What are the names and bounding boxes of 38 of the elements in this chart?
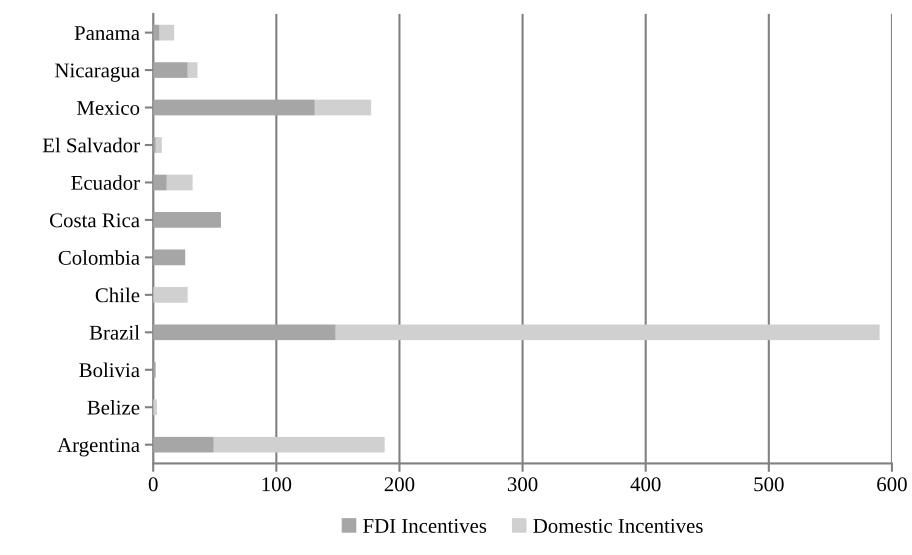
y-tick-label: Bolivia xyxy=(79,362,140,378)
bar xyxy=(335,324,880,340)
legend-label: FDI Incentives xyxy=(363,518,486,533)
bar xyxy=(214,436,385,453)
y-tick-label: Nicaragua xyxy=(55,63,140,82)
legend-label: Domestic Incentives xyxy=(533,518,703,533)
bar xyxy=(153,399,157,416)
bar xyxy=(153,436,214,453)
bar xyxy=(153,174,167,190)
y-tick-label: El Salvador xyxy=(42,138,140,152)
x-tick-label: 100 xyxy=(262,477,292,492)
y-tick-label: Chile xyxy=(96,288,140,302)
bar xyxy=(153,212,221,228)
y-tick-label: Colombia xyxy=(58,250,140,265)
y-tick-label: Belize xyxy=(87,400,140,415)
bar xyxy=(153,100,315,116)
bar xyxy=(166,174,193,190)
bar xyxy=(314,100,372,116)
bar xyxy=(153,62,188,78)
x-tick-label: 400 xyxy=(630,477,661,492)
y-tick-label: Mexico xyxy=(76,100,140,115)
bar xyxy=(153,286,188,303)
x-tick-label: 300 xyxy=(508,477,538,492)
y-tick-label: Argentina xyxy=(57,438,140,456)
bar xyxy=(156,137,162,153)
bar xyxy=(188,62,198,78)
bar xyxy=(153,250,186,266)
x-tick-label: 500 xyxy=(754,477,784,492)
bar xyxy=(153,324,336,340)
bar xyxy=(159,24,174,40)
x-tick-label: 0 xyxy=(148,477,158,492)
y-tick-label: Panama xyxy=(74,26,140,40)
x-tick-label: 600 xyxy=(877,477,907,492)
x-tick-label: 200 xyxy=(384,477,414,492)
bar xyxy=(153,24,160,40)
y-tick-label: Ecuador xyxy=(71,175,140,190)
y-tick-label: Brazil xyxy=(90,325,140,340)
y-tick-label: Costa Rica xyxy=(50,213,140,228)
